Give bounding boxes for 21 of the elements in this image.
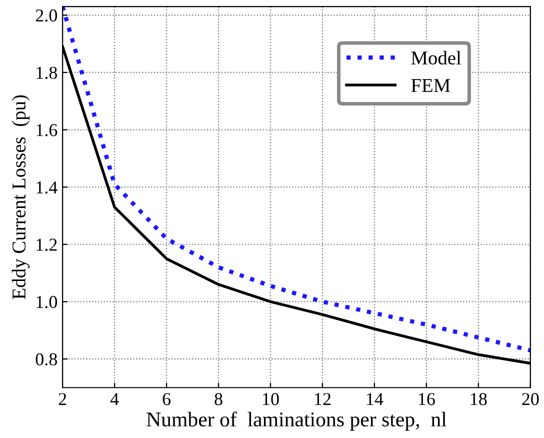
x-tick-label: 12 xyxy=(315,393,331,406)
x-tick-label: 14 xyxy=(367,393,384,406)
x-tick-label: 16 xyxy=(418,393,435,406)
x-tick-label: 8 xyxy=(214,393,222,406)
x-tick-label: 20 xyxy=(522,393,539,406)
y-axis-title: Eddy Current Losses (pu) xyxy=(12,95,30,300)
x-tick-label: 18 xyxy=(470,393,487,406)
y-tick-label: 1.8 xyxy=(36,66,58,79)
y-tick-label: 0.8 xyxy=(36,353,58,366)
y-tick-label: 2.0 xyxy=(36,9,58,22)
x-tick-label: 4 xyxy=(110,393,119,406)
x-tick-label: 6 xyxy=(162,393,170,406)
legend-label: FEM xyxy=(411,79,450,92)
y-tick-label: 1.0 xyxy=(36,296,58,308)
x-tick-label: 10 xyxy=(263,393,279,406)
y-tick-label: 1.4 xyxy=(36,181,58,194)
x-axis-title: Number of laminations per step, nl xyxy=(146,412,446,431)
x-tick-label: 2 xyxy=(58,393,66,406)
y-tick-label: 1.6 xyxy=(36,124,58,136)
y-tick-label: 1.2 xyxy=(36,238,57,251)
legend-label: Model xyxy=(411,50,462,65)
